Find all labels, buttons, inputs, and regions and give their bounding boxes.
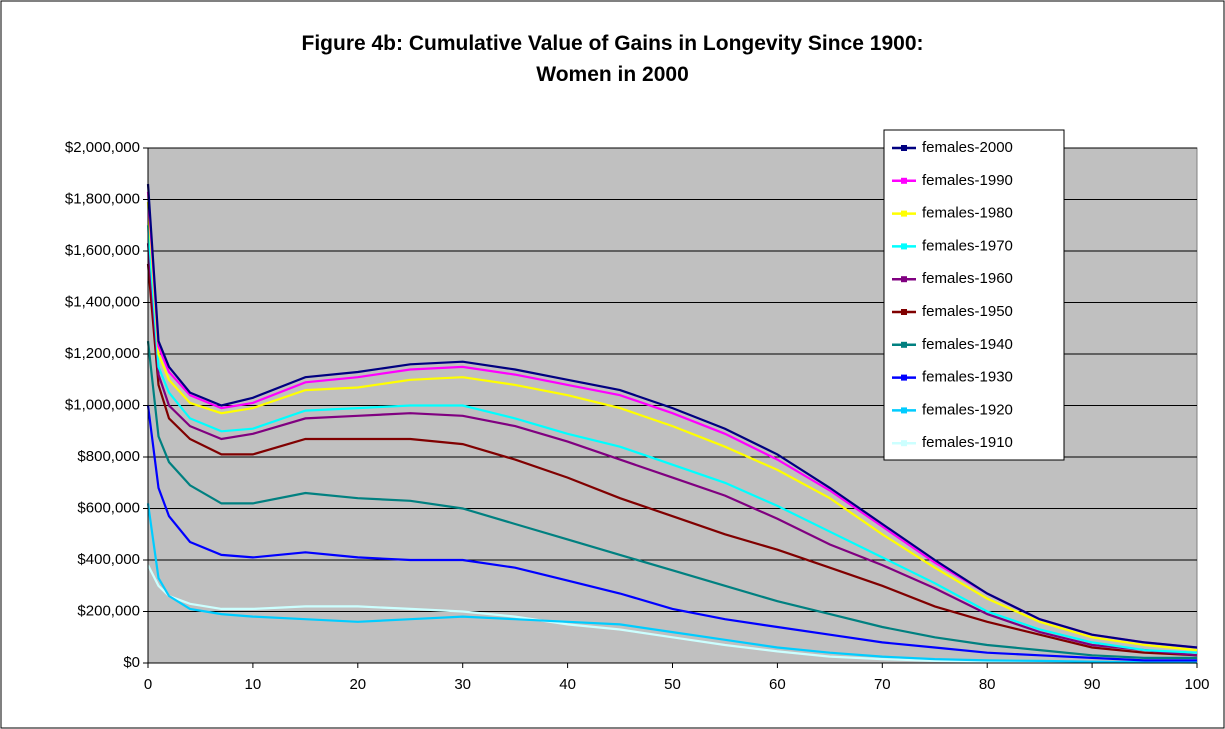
chart-title: Figure 4b: Cumulative Value of Gains in … — [301, 32, 924, 86]
legend-label: females-1970 — [922, 237, 1013, 254]
y-tick-label: $200,000 — [77, 602, 140, 619]
legend-label: females-1930 — [922, 369, 1013, 386]
legend-marker — [901, 440, 907, 447]
legend-marker — [901, 276, 907, 283]
series-line — [146, 243, 1198, 657]
y-tick-label: $1,400,000 — [65, 293, 140, 310]
series-line — [146, 183, 1198, 649]
y-tick-label: $1,000,000 — [65, 396, 140, 413]
y-tick-label: $600,000 — [77, 499, 140, 516]
series-line — [146, 263, 1198, 657]
legend-marker — [901, 407, 907, 414]
legend-marker — [901, 309, 907, 315]
series-line — [146, 202, 1198, 652]
legend: females-2000 females-1990 females-1980 fema… — [883, 129, 1065, 461]
legend-label: females-1950 — [922, 303, 1013, 320]
series-line — [146, 405, 1197, 662]
legend-label: females-1960 — [922, 270, 1013, 287]
legend-label: females-2000 — [922, 139, 1013, 156]
legend-marker — [901, 341, 907, 348]
series-line — [146, 503, 1198, 664]
series-line — [146, 340, 1197, 659]
axes: $0 $200,000 $400,000 $600,000 $800,000 $1,000… — [65, 139, 1210, 693]
y-tick-label: $1,800,000 — [65, 190, 140, 207]
x-tick-label: 30 — [454, 676, 471, 693]
legend-marker — [901, 374, 907, 381]
x-tick-label: 10 — [245, 676, 262, 693]
legend-marker — [901, 177, 907, 184]
y-tick-label: $2,000,000 — [65, 139, 140, 156]
legend-marker — [901, 243, 907, 250]
x-tick-label: 90 — [1084, 676, 1101, 693]
y-tick-label: $0 — [123, 654, 140, 671]
legend-marker — [901, 210, 907, 217]
legend-label: females-1940 — [922, 336, 1013, 353]
x-tick-label: 20 — [349, 676, 366, 693]
y-tick-label: $1,600,000 — [65, 242, 140, 259]
x-tick-label: 40 — [559, 676, 576, 693]
y-tick-label: $1,200,000 — [65, 345, 140, 362]
x-tick-label: 100 — [1184, 676, 1209, 693]
legend-label: females-1920 — [922, 401, 1013, 418]
legend-label: females-1990 — [922, 172, 1013, 189]
legend-label: females-1980 — [922, 205, 1013, 222]
x-tick-label: 70 — [874, 676, 891, 693]
x-tick-label: 50 — [664, 676, 681, 693]
x-tick-label: 60 — [769, 676, 786, 693]
series-line — [146, 225, 1198, 654]
legend-marker — [901, 145, 907, 151]
x-tick-label: 80 — [979, 676, 996, 693]
y-tick-label: $400,000 — [77, 551, 140, 568]
x-tick-label: 0 — [144, 676, 152, 693]
legend-box — [883, 129, 1065, 461]
legend-label: females-1910 — [922, 434, 1013, 451]
series-line — [147, 564, 1197, 664]
y-tick-label: $800,000 — [77, 448, 140, 465]
lines — [146, 183, 1198, 664]
